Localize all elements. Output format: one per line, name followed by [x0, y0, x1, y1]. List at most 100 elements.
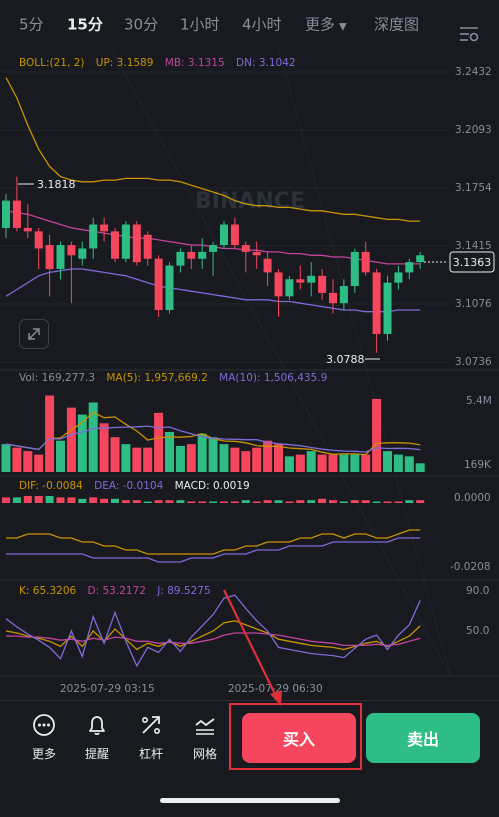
macd-histogram-bar	[209, 501, 218, 503]
candle-body	[45, 245, 54, 269]
leverage-button[interactable]: 杠杆	[129, 712, 173, 762]
tab-30m[interactable]: 30分	[124, 15, 159, 34]
sell-button[interactable]: 卖出	[366, 713, 480, 763]
tab-more[interactable]: 更多 ▼	[305, 14, 347, 35]
candle-body	[111, 231, 119, 259]
volume-bar	[197, 433, 207, 472]
candle-body	[220, 224, 228, 246]
macd-histogram-bar	[78, 498, 87, 503]
macd-histogram-bar	[230, 501, 239, 503]
volume-bar	[88, 402, 98, 472]
macd-histogram-bar	[329, 500, 337, 503]
macd-histogram-bar	[132, 500, 141, 503]
volume-bar	[241, 451, 251, 472]
volume-bar	[175, 445, 185, 472]
tab-5m[interactable]: 5分	[19, 15, 44, 34]
macd-histogram-bar	[111, 498, 119, 503]
volume-bar	[295, 454, 305, 472]
candle-body	[252, 251, 261, 256]
fullscreen-button[interactable]	[19, 319, 49, 349]
tab-15m[interactable]: 15分	[67, 15, 103, 34]
high-marker-value: 3.1818	[37, 178, 76, 191]
time-label: 2025-07-29 06:30	[228, 683, 323, 695]
macd-axis-bottom: -0.0208	[450, 561, 491, 573]
tab-4h[interactable]: 4小时	[242, 15, 282, 34]
macd-histogram-bar	[67, 497, 76, 503]
macd-pane	[2, 496, 425, 563]
volume-bar	[66, 407, 76, 472]
candle-body	[274, 272, 283, 297]
candle-body	[56, 245, 65, 269]
volume-bar	[56, 440, 65, 472]
candle-body	[263, 258, 272, 273]
grid-line	[278, 49, 451, 676]
volume-bar	[1, 444, 11, 472]
volume-bar	[219, 444, 229, 472]
chevron-down-icon: ▼	[339, 21, 347, 33]
candle-body	[209, 245, 218, 252]
macd-histogram-bar	[307, 500, 316, 503]
candle-body	[339, 286, 348, 304]
candle-body	[318, 275, 327, 293]
alert-button[interactable]: 提醒	[75, 712, 119, 762]
grid-button[interactable]: 网格	[183, 712, 227, 762]
more-dots-icon	[33, 714, 55, 736]
macd-histogram-bar	[121, 500, 130, 503]
kdj-j-line	[5, 594, 421, 668]
expand-icon	[28, 328, 40, 340]
macd-histogram-bar	[274, 500, 283, 503]
buy-button[interactable]: 买入	[242, 713, 356, 763]
volume-bar	[284, 456, 294, 472]
tab-1h[interactable]: 1小时	[180, 15, 220, 34]
candle-body	[361, 251, 370, 273]
volume-axis-top: 5.4M	[466, 395, 492, 407]
boll-legend: BOLL:(21, 2) UP: 3.1589 MB: 3.1315 DN: 3…	[19, 57, 304, 69]
macd-histogram-bar	[394, 501, 403, 503]
candle-body	[67, 245, 76, 256]
volume-bar	[186, 444, 196, 472]
volume-bar	[45, 395, 55, 472]
candle-body	[121, 224, 130, 259]
tab-more-label: 更多	[305, 15, 336, 34]
home-indicator	[160, 798, 340, 803]
volume-value: Vol: 169,277.3	[19, 372, 96, 384]
macd-value: MACD: 0.0019	[174, 480, 250, 492]
volume-bar	[274, 444, 283, 472]
macd-histogram-bar	[143, 501, 152, 503]
grid-label: 网格	[192, 747, 217, 761]
candle-body	[176, 251, 185, 266]
macd-dea: DEA: -0.0104	[94, 480, 164, 492]
price-axis-label: 3.2093	[455, 124, 492, 136]
volume-bar	[350, 454, 360, 472]
boll-dn-line	[5, 268, 421, 313]
price-axis-label: 3.1754	[455, 182, 492, 194]
kdj-legend: K: 65.3206 D: 53.2172 J: 89.5275	[19, 585, 219, 597]
macd-histogram-bar	[154, 500, 163, 503]
macd-histogram-bar	[339, 501, 348, 503]
chart-settings-icon[interactable]	[457, 22, 481, 46]
volume-bar	[77, 414, 87, 472]
bell-icon	[89, 716, 105, 736]
candles	[2, 176, 425, 353]
volume-bar	[23, 451, 33, 472]
kdj-pane	[5, 594, 421, 668]
grid-line	[111, 49, 451, 676]
candle-body	[394, 272, 403, 283]
alert-label: 提醒	[84, 747, 109, 761]
macd-histogram-bar	[405, 500, 414, 503]
more-button[interactable]: 更多	[22, 712, 66, 762]
current-price-value: 3.1363	[453, 256, 492, 269]
chart-grid	[0, 49, 499, 677]
volume-bar	[12, 447, 22, 472]
price-chart[interactable]: BINANCE 3.2432 3.2093 3.1754 3.1415 3.10…	[0, 0, 499, 700]
candle-body	[100, 224, 109, 232]
candle-body	[78, 248, 87, 259]
leverage-label: 杠杆	[138, 747, 163, 761]
volume-bar	[393, 454, 403, 472]
macd-dif-line	[6, 529, 421, 555]
volume-bar	[415, 463, 425, 472]
candle-body	[383, 282, 392, 334]
price-axis-label: 3.0736	[455, 356, 492, 368]
tab-depth[interactable]: 深度图	[374, 15, 420, 34]
boll-up: UP: 3.1589	[95, 57, 154, 69]
